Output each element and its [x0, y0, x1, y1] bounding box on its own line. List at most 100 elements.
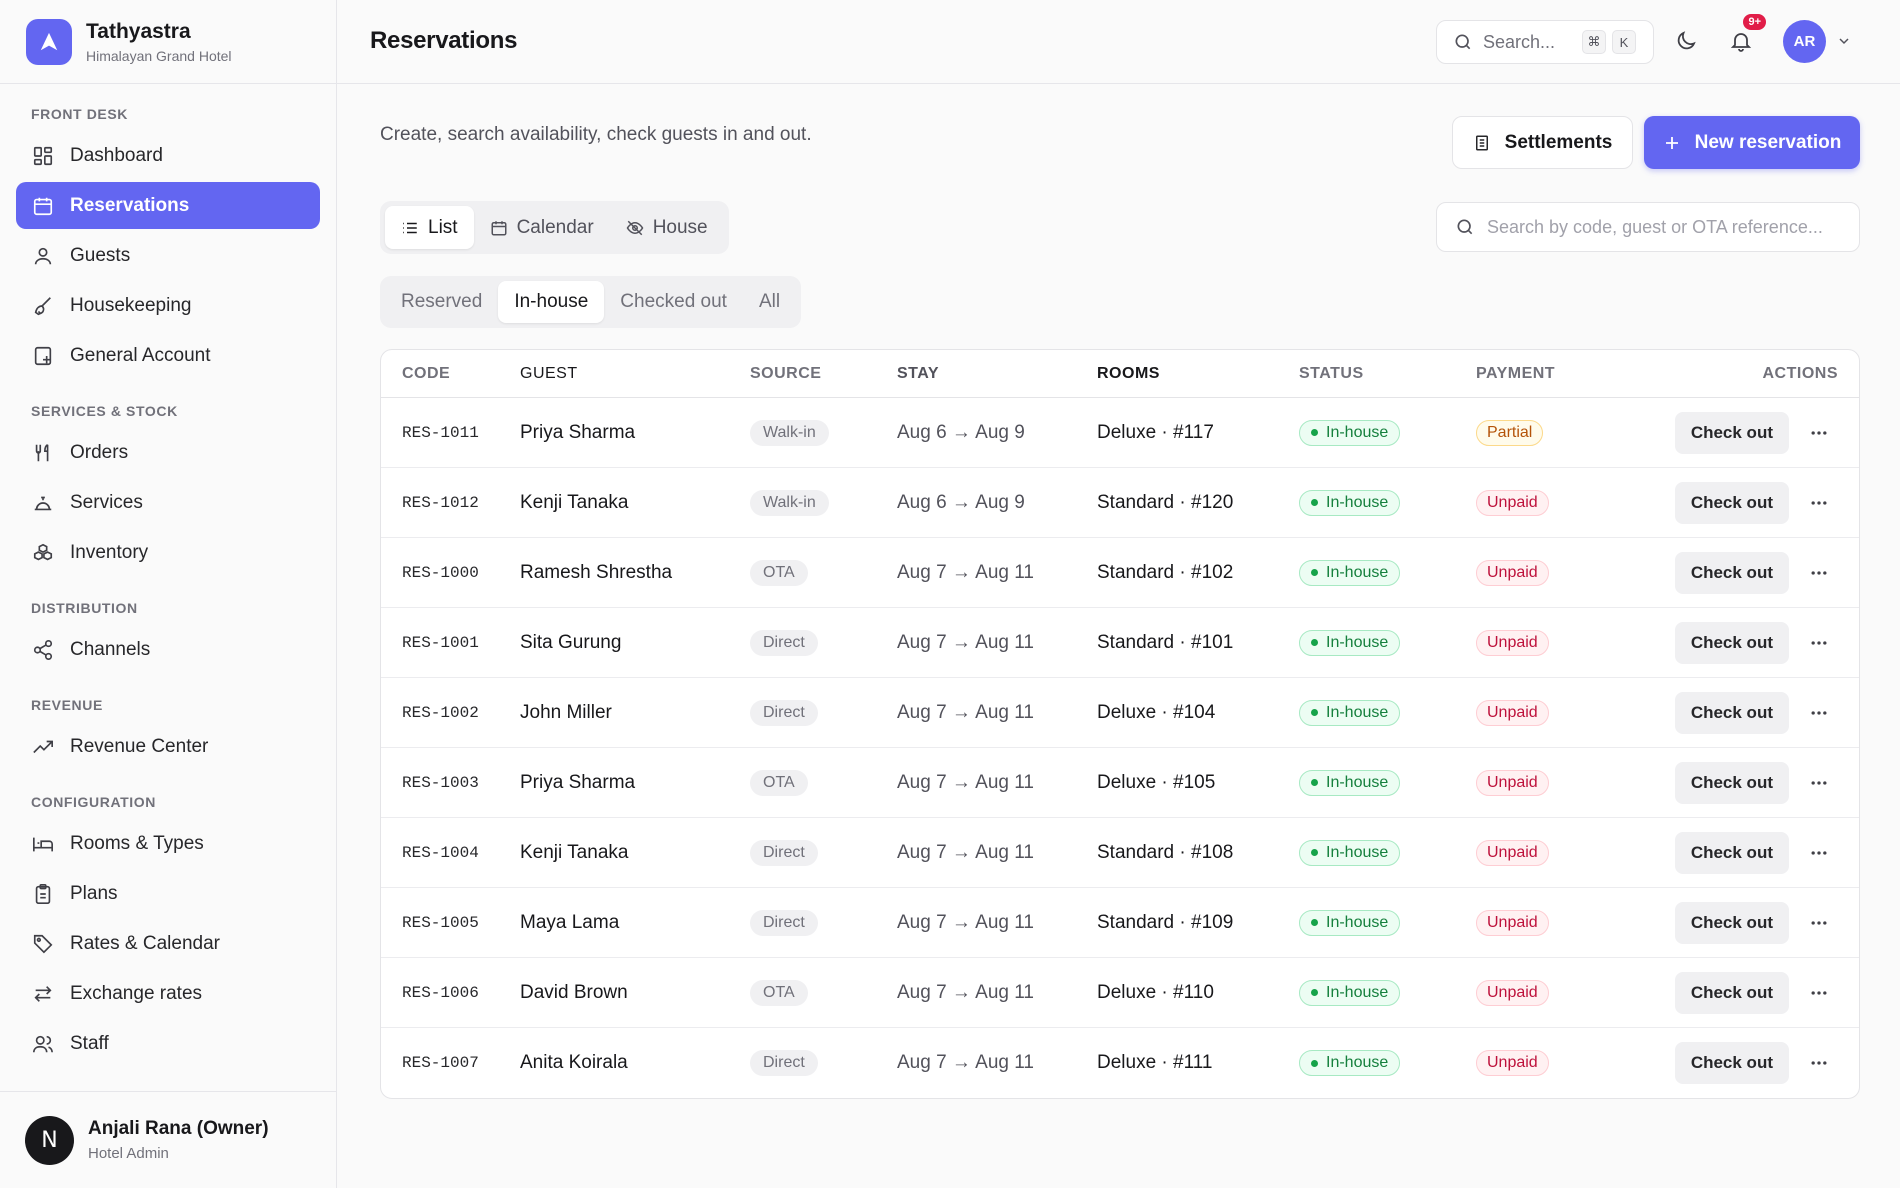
- sidebar-item-label: Reservations: [70, 194, 190, 216]
- table-row[interactable]: RES-1007 Anita Koirala Direct Aug 7 → Aug 1…: [381, 1028, 1859, 1098]
- payment-badge: Unpaid: [1476, 909, 1549, 936]
- guest-name[interactable]: Maya Lama: [520, 911, 620, 933]
- check-out-button[interactable]: Check out: [1674, 901, 1789, 944]
- guest-name[interactable]: David Brown: [520, 981, 628, 1003]
- column-header-guest[interactable]: GUEST: [520, 364, 578, 382]
- source-badge: OTA: [750, 559, 808, 586]
- column-header-rooms[interactable]: ROOMS: [1097, 364, 1160, 382]
- sidebar-item-exchange-rates[interactable]: Exchange rates: [16, 970, 320, 1017]
- payment-badge: Unpaid: [1476, 979, 1549, 1006]
- check-out-button[interactable]: Check out: [1674, 411, 1789, 454]
- guest-name[interactable]: Kenji Tanaka: [520, 491, 629, 513]
- check-out-button[interactable]: Check out: [1674, 691, 1789, 734]
- settlements-button[interactable]: Settlements: [1452, 116, 1633, 169]
- column-header-stay[interactable]: STAY: [897, 364, 940, 382]
- sidebar-item-staff[interactable]: Staff: [16, 1020, 320, 1067]
- sidebar-item-general-account[interactable]: General Account: [16, 332, 320, 379]
- guest-name[interactable]: Kenji Tanaka: [520, 841, 629, 863]
- reservation-search-input[interactable]: [1487, 216, 1847, 238]
- settlements-label: Settlements: [1504, 131, 1613, 153]
- list-icon: [403, 222, 417, 233]
- sidebar-item-plans[interactable]: Plans: [16, 870, 320, 917]
- column-header-status[interactable]: STATUS: [1299, 364, 1364, 382]
- tab-list[interactable]: List: [385, 206, 474, 249]
- sidebar-item-reservations[interactable]: Reservations: [16, 182, 320, 229]
- tab-house[interactable]: House: [610, 206, 724, 249]
- account-menu-button[interactable]: [1831, 22, 1857, 60]
- table-row[interactable]: RES-1003 Priya Sharma OTA Aug 7 → Aug 11 Del…: [381, 748, 1859, 818]
- more-horizontal-icon: [1811, 710, 1827, 715]
- more-actions-button[interactable]: [1801, 835, 1837, 871]
- check-out-button[interactable]: Check out: [1674, 551, 1789, 594]
- guest-name[interactable]: Priya Sharma: [520, 771, 636, 793]
- sidebar-item-services[interactable]: Services: [16, 479, 320, 526]
- theme-toggle-button[interactable]: [1667, 22, 1705, 60]
- filter-checked-out[interactable]: Checked out: [620, 291, 727, 312]
- check-out-button[interactable]: Check out: [1674, 621, 1789, 664]
- sidebar-item-housekeeping[interactable]: Housekeeping: [16, 282, 320, 329]
- nav-section-title: CONFIGURATION: [31, 794, 156, 810]
- brand[interactable]: Tathyastra Himalayan Grand Hotel: [0, 0, 336, 84]
- notifications-button[interactable]: 9+: [1722, 14, 1766, 60]
- status-label: In-house: [1326, 423, 1389, 441]
- guest-name[interactable]: John Miller: [520, 701, 612, 723]
- sidebar-item-orders[interactable]: Orders: [16, 429, 320, 476]
- sidebar-item-channels[interactable]: Channels: [16, 626, 320, 673]
- sidebar-item-label: Revenue Center: [70, 735, 209, 757]
- sidebar-item-rooms-types[interactable]: Rooms & Types: [16, 820, 320, 867]
- table-row[interactable]: RES-1011 Priya Sharma Walk-in Aug 6 → Aug 9…: [381, 398, 1859, 468]
- user-profile[interactable]: N Anjali Rana (Owner) Hotel Admin: [0, 1091, 336, 1188]
- table-row[interactable]: RES-1006 David Brown OTA Aug 7 → Aug 11 Delu…: [381, 958, 1859, 1028]
- sidebar-item-label: Guests: [70, 244, 131, 266]
- brush-icon: [34, 296, 51, 315]
- column-header-source[interactable]: SOURCE: [750, 364, 822, 382]
- more-actions-button[interactable]: [1801, 415, 1837, 451]
- room-assignment: Standard · #108: [1097, 841, 1234, 863]
- room-assignment: Deluxe · #110: [1097, 981, 1214, 1003]
- table-row[interactable]: RES-1012 Kenji Tanaka Walk-in Aug 6 → Aug 9…: [381, 468, 1859, 538]
- more-actions-button[interactable]: [1801, 1045, 1837, 1081]
- more-actions-button[interactable]: [1801, 625, 1837, 661]
- column-header-code[interactable]: CODE: [402, 364, 451, 382]
- filter-all[interactable]: All: [758, 291, 781, 312]
- check-out-button[interactable]: Check out: [1674, 1042, 1789, 1084]
- eye-off-icon: [626, 220, 644, 235]
- global-search[interactable]: Search... ⌘ K: [1436, 20, 1654, 64]
- more-actions-button[interactable]: [1801, 695, 1837, 731]
- check-out-button[interactable]: Check out: [1674, 761, 1789, 804]
- sidebar-item-guests[interactable]: Guests: [16, 232, 320, 279]
- sidebar: Tathyastra Himalayan Grand Hotel FRONT D…: [0, 0, 337, 1188]
- more-actions-button[interactable]: [1801, 555, 1837, 591]
- avatar[interactable]: AR: [1783, 20, 1826, 63]
- new-reservation-button[interactable]: New reservation: [1644, 116, 1860, 169]
- reservation-search[interactable]: [1436, 202, 1860, 252]
- guest-name[interactable]: Sita Gurung: [520, 631, 622, 653]
- guest-name[interactable]: Anita Koirala: [520, 1052, 628, 1073]
- sidebar-item-revenue-center[interactable]: Revenue Center: [16, 723, 320, 770]
- room-assignment: Deluxe · #111: [1097, 1052, 1213, 1073]
- sidebar-item-inventory[interactable]: Inventory: [16, 529, 320, 576]
- table-row[interactable]: RES-1005 Maya Lama Direct Aug 7 → Aug 11 Sta…: [381, 888, 1859, 958]
- column-header-payment[interactable]: PAYMENT: [1476, 364, 1556, 382]
- more-actions-button[interactable]: [1801, 485, 1837, 521]
- sidebar-item-dashboard[interactable]: Dashboard: [16, 132, 320, 179]
- more-actions-button[interactable]: [1801, 905, 1837, 941]
- table-row[interactable]: RES-1000 Ramesh Shrestha OTA Aug 7 → Aug 11…: [381, 538, 1859, 608]
- table-row[interactable]: RES-1002 John Miller Direct Aug 7 → Aug 11 D…: [381, 678, 1859, 748]
- status-label: In-house: [1326, 493, 1389, 511]
- reservation-code: RES-1005: [402, 913, 479, 932]
- filter-reserved[interactable]: Reserved: [401, 291, 483, 312]
- check-out-button[interactable]: Check out: [1674, 971, 1789, 1014]
- filter-in-house[interactable]: In-house: [498, 281, 605, 323]
- more-actions-button[interactable]: [1801, 975, 1837, 1011]
- check-out-button[interactable]: Check out: [1674, 481, 1789, 524]
- status-badge: In-house: [1299, 979, 1401, 1006]
- table-row[interactable]: RES-1001 Sita Gurung Direct Aug 7 → Aug 11 S…: [381, 608, 1859, 678]
- check-out-button[interactable]: Check out: [1674, 831, 1789, 874]
- tab-calendar[interactable]: Calendar: [474, 206, 610, 249]
- more-actions-button[interactable]: [1801, 765, 1837, 801]
- guest-name[interactable]: Ramesh Shrestha: [520, 561, 673, 583]
- sidebar-item-rates-calendar[interactable]: Rates & Calendar: [16, 920, 320, 967]
- guest-name[interactable]: Priya Sharma: [520, 421, 636, 443]
- table-row[interactable]: RES-1004 Kenji Tanaka Direct Aug 7 → Aug 11…: [381, 818, 1859, 888]
